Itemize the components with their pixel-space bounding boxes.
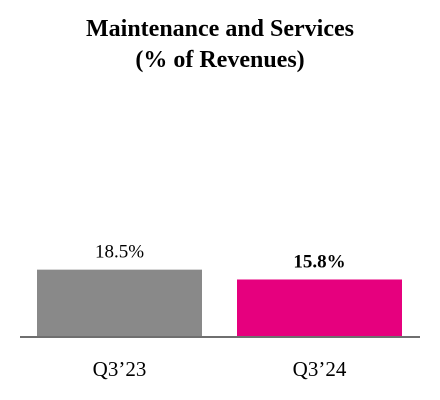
x-tick-label-2: Q3’24 (293, 357, 347, 381)
data-label-1: 18.5% (95, 242, 144, 263)
data-label-2: 15.8% (293, 251, 345, 272)
chart-title-block: Maintenance and Services (% of Revenues) (0, 14, 440, 76)
bar-1 (37, 269, 202, 337)
x-tick-label-1: Q3’23 (93, 357, 147, 381)
bar-2 (237, 279, 402, 337)
chart-title: Maintenance and Services (86, 16, 354, 42)
chart-subtitle: (% of Revenues) (135, 47, 305, 73)
